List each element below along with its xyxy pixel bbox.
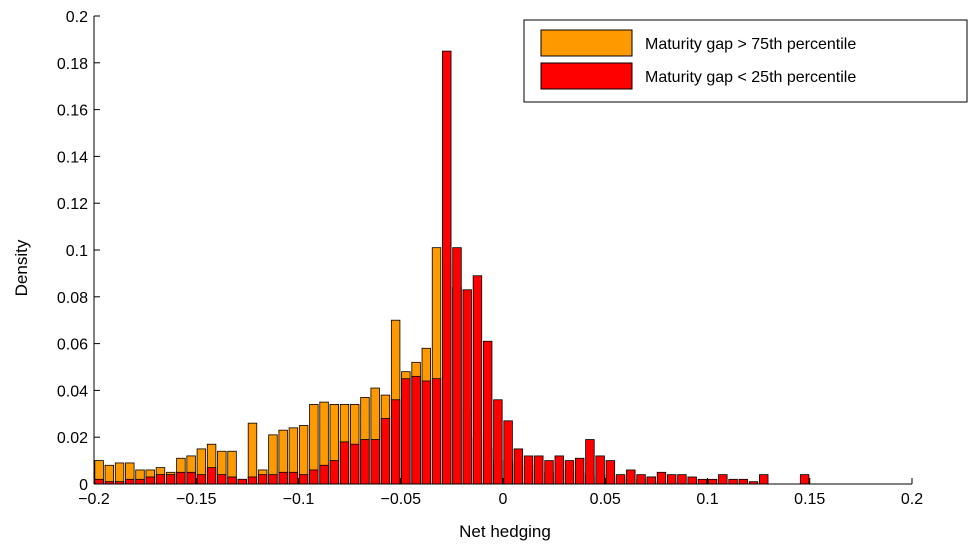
bar-red-16 xyxy=(258,474,268,485)
bar-red-58 xyxy=(687,476,697,485)
bar-red-55 xyxy=(656,471,667,485)
bar-red-38 xyxy=(482,340,493,485)
bar-red-22 xyxy=(319,464,329,485)
bar-red-46 xyxy=(564,460,575,485)
y-tick-label: 0.02 xyxy=(57,430,88,447)
tick-marks xyxy=(93,15,913,485)
bar-red-44 xyxy=(544,460,554,485)
bar-red-57 xyxy=(677,474,687,485)
bar-red-20 xyxy=(298,474,309,485)
legend-swatch-red xyxy=(540,62,633,90)
bar-red-33 xyxy=(431,378,442,485)
legend-swatch-orange xyxy=(540,29,633,57)
x-tick-label: −0.05 xyxy=(381,491,422,508)
bar-red-25 xyxy=(350,443,360,485)
bar-red-39 xyxy=(493,399,503,485)
y-tick-label: 0.18 xyxy=(57,56,88,73)
bar-red-12 xyxy=(217,474,227,485)
bar-red-9 xyxy=(186,471,196,485)
bar-red-6 xyxy=(155,474,166,485)
bar-red-53 xyxy=(636,474,646,485)
bar-red-31 xyxy=(411,375,421,485)
bar-red-13 xyxy=(227,476,237,485)
bar-red-11 xyxy=(206,467,217,485)
y-tick-label: 0.04 xyxy=(57,383,88,400)
bar-red-49 xyxy=(595,455,605,485)
bar-red-41 xyxy=(513,448,524,485)
bar-red-18 xyxy=(278,471,288,485)
bar-red-28 xyxy=(380,418,391,485)
bar-red-27 xyxy=(370,439,380,485)
bar-red-21 xyxy=(309,469,319,485)
y-tick-label: 0.06 xyxy=(57,337,88,354)
bar-red-7 xyxy=(165,474,176,485)
legend: Maturity gap > 75th percentile Maturity … xyxy=(523,19,968,103)
bar-red-26 xyxy=(360,439,370,485)
series-orange-bars xyxy=(94,247,810,485)
bar-orange-2 xyxy=(114,462,125,485)
bar-red-62 xyxy=(728,478,738,485)
x-tick-label: −0.2 xyxy=(78,491,110,508)
bar-red-17 xyxy=(268,474,278,485)
bar-red-43 xyxy=(534,455,544,485)
bar-red-34 xyxy=(442,50,452,485)
bar-red-19 xyxy=(288,471,299,485)
y-tick-label: 0 xyxy=(79,477,88,494)
x-tick-label: 0.2 xyxy=(901,491,923,508)
bar-red-4 xyxy=(135,478,145,485)
series-red-bars xyxy=(94,50,810,485)
bar-red-47 xyxy=(574,457,585,485)
bar-red-65 xyxy=(759,474,769,485)
bar-red-32 xyxy=(421,380,432,485)
x-axis-label: Net hedging xyxy=(459,522,551,541)
bar-red-60 xyxy=(707,478,718,485)
bar-red-45 xyxy=(554,455,564,485)
bar-red-37 xyxy=(472,275,483,485)
bar-red-63 xyxy=(738,478,748,485)
bar-red-54 xyxy=(646,476,656,485)
bar-red-23 xyxy=(329,460,339,485)
bar-red-36 xyxy=(462,289,472,485)
bar-red-56 xyxy=(667,474,677,485)
x-tick-label: −0.1 xyxy=(283,491,315,508)
y-axis-label: Density xyxy=(12,239,31,296)
bar-red-15 xyxy=(247,476,258,485)
bar-red-52 xyxy=(626,469,636,485)
x-tick-label: 0 xyxy=(499,491,508,508)
bar-red-3 xyxy=(125,478,135,485)
bar-red-10 xyxy=(196,474,207,485)
y-tick-label: 0.12 xyxy=(57,196,88,213)
bar-red-29 xyxy=(390,399,401,485)
bar-red-0 xyxy=(94,478,104,485)
bar-red-30 xyxy=(401,378,411,485)
bar-red-35 xyxy=(452,247,462,485)
bar-red-40 xyxy=(503,420,513,485)
x-tick-label: 0.1 xyxy=(696,491,718,508)
bar-orange-1 xyxy=(104,464,115,485)
y-tick-label: 0.16 xyxy=(57,103,88,120)
bar-orange-15 xyxy=(247,422,258,485)
bar-red-59 xyxy=(697,478,708,485)
bar-red-50 xyxy=(605,460,616,485)
y-tick-label: 0.1 xyxy=(66,243,88,260)
bar-red-5 xyxy=(145,476,155,485)
x-tick-label: 0.05 xyxy=(590,491,621,508)
bar-red-42 xyxy=(523,455,534,485)
x-tick-label: 0.15 xyxy=(794,491,825,508)
bar-red-69 xyxy=(799,474,810,485)
bar-red-61 xyxy=(718,474,728,485)
x-tick-label: −0.15 xyxy=(176,491,217,508)
bar-red-48 xyxy=(585,439,595,485)
bar-red-8 xyxy=(176,471,186,485)
bar-red-14 xyxy=(237,478,247,485)
legend-label-orange: Maturity gap > 75th percentile xyxy=(645,36,856,53)
y-tick-label: 0.14 xyxy=(57,149,88,166)
y-tick-label: 0.08 xyxy=(57,290,88,307)
bar-red-51 xyxy=(615,474,626,485)
bar-red-24 xyxy=(339,441,350,485)
y-tick-label: 0.2 xyxy=(66,9,88,26)
legend-label-red: Maturity gap < 25th percentile xyxy=(645,69,856,86)
